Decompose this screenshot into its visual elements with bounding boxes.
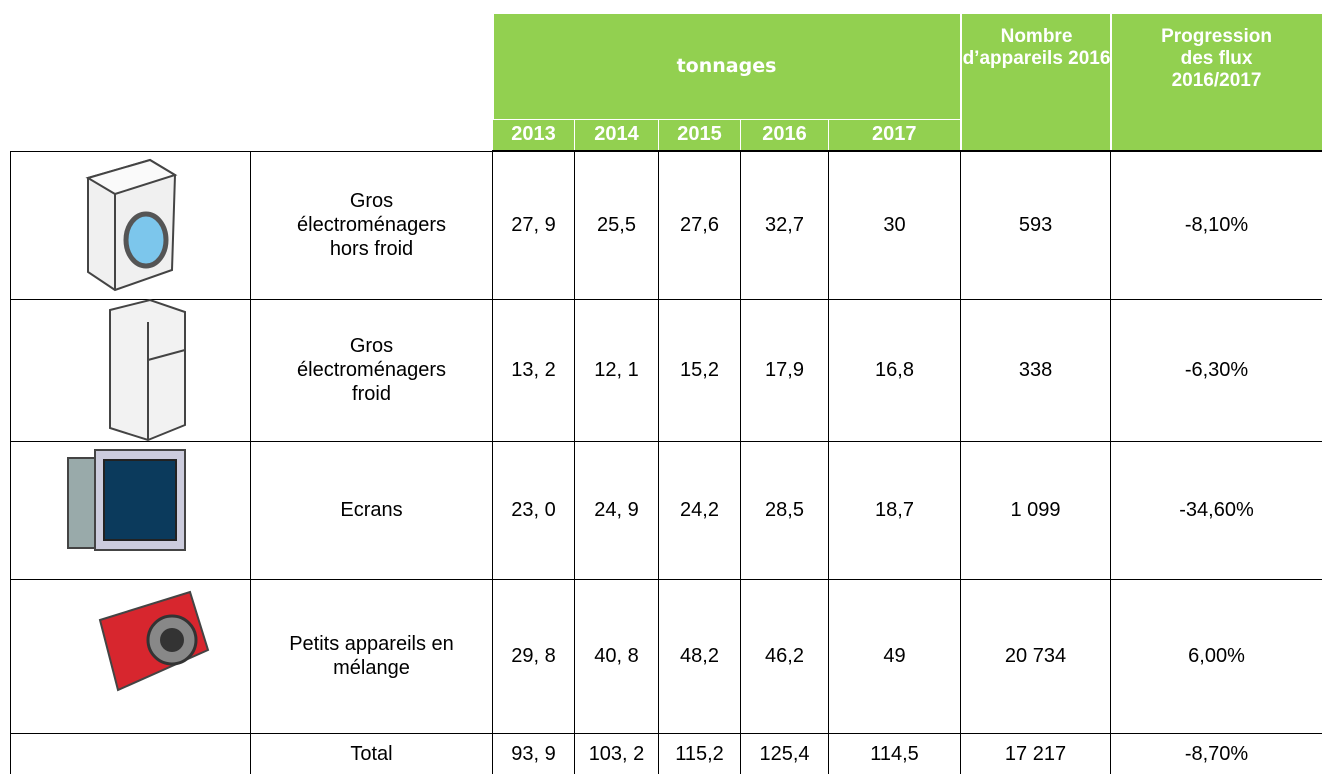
count-cell: 593 <box>960 150 1112 300</box>
row-label: Petits appareils en mélange <box>289 633 454 679</box>
year-header: 2013 <box>492 118 575 152</box>
tonnage-cell: 15,2 <box>658 298 741 442</box>
tonnage-cell: 103, 2 <box>574 732 659 774</box>
row-label: Total <box>350 743 393 765</box>
progress-header: Progression des flux 2016/2017 <box>1109 12 1322 152</box>
count-header-text: Nombre d’appareils 2016 <box>962 26 1111 69</box>
tonnage-cell: 93, 9 <box>492 732 575 774</box>
progress-cell: -34,60% <box>1110 440 1322 580</box>
tonnage-cell: 40, 8 <box>574 578 659 734</box>
table-row: Petits appareils en mélange 29, 8 40, 8 48,… <box>10 578 1322 734</box>
label-cell: Ecrans <box>250 440 493 580</box>
year-header: 2015 <box>658 118 741 152</box>
icon-cell <box>10 440 251 580</box>
icon-cell <box>10 578 251 734</box>
tonnage-cell: 115,2 <box>658 732 741 774</box>
count-cell: 17 217 <box>960 732 1112 774</box>
year-header: 2014 <box>574 118 659 152</box>
progress-cell: -8,70% <box>1110 732 1322 774</box>
year-header: 2017 <box>827 118 962 152</box>
table-row: Ecrans 23, 0 24, 9 24,2 28,5 18,7 1 099 -34,60% <box>10 440 1322 580</box>
data-table: tonnages Nombre d’appareils 2016 Progres… <box>10 12 1322 774</box>
tonnage-cell: 17,9 <box>740 298 829 442</box>
tonnage-cell: 16,8 <box>827 298 962 442</box>
tonnage-cell: 30 <box>827 150 962 300</box>
total-row: Total 93, 9 103, 2 115,2 125,4 114,5 17 217 -8,… <box>10 732 1322 774</box>
tonnage-cell: 114,5 <box>827 732 962 774</box>
table-row: Gros électroménagers hors froid 27, 9 25,5… <box>10 150 1322 300</box>
label-cell: Gros électroménagers hors froid <box>250 150 493 300</box>
label-cell: Gros électroménagers froid <box>250 298 493 442</box>
tonnage-cell: 49 <box>827 578 962 734</box>
row-label: Gros électroménagers froid <box>297 335 446 405</box>
progress-cell: -6,30% <box>1110 298 1322 442</box>
tonnage-cell: 24, 9 <box>574 440 659 580</box>
tonnage-cell: 12, 1 <box>574 298 659 442</box>
tonnage-cell: 23, 0 <box>492 440 575 580</box>
tonnage-cell: 48,2 <box>658 578 741 734</box>
tonnage-cell: 13, 2 <box>492 298 575 442</box>
tonnage-cell: 46,2 <box>740 578 829 734</box>
label-cell: Petits appareils en mélange <box>250 578 493 734</box>
year-header: 2016 <box>740 118 829 152</box>
tonnage-cell: 29, 8 <box>492 578 575 734</box>
icon-cell <box>10 298 251 442</box>
row-label: Ecrans <box>340 499 403 521</box>
tonnage-cell: 25,5 <box>574 150 659 300</box>
count-header: Nombre d’appareils 2016 <box>959 12 1112 152</box>
progress-header-text: Progression des flux 2016/2017 <box>1161 26 1272 91</box>
count-cell: 1 099 <box>960 440 1112 580</box>
table-row: Gros électroménagers froid 13, 2 12, 1 15,2… <box>10 298 1322 442</box>
tonnage-cell: 18,7 <box>827 440 962 580</box>
icon-cell <box>10 732 251 774</box>
group-header: tonnages <box>491 12 962 119</box>
icon-cell <box>10 150 251 300</box>
tonnage-cell: 125,4 <box>740 732 829 774</box>
blank-corner <box>11 13 493 151</box>
count-cell: 20 734 <box>960 578 1112 734</box>
progress-cell: 6,00% <box>1110 578 1322 734</box>
tonnage-cell: 24,2 <box>658 440 741 580</box>
tonnage-cell: 27,6 <box>658 150 741 300</box>
label-cell: Total <box>250 732 493 774</box>
count-cell: 338 <box>960 298 1112 442</box>
tonnage-cell: 27, 9 <box>492 150 575 300</box>
row-label: Gros électroménagers hors froid <box>297 190 446 260</box>
tonnage-cell: 32,7 <box>740 150 829 300</box>
progress-cell: -8,10% <box>1110 150 1322 300</box>
tonnage-cell: 28,5 <box>740 440 829 580</box>
